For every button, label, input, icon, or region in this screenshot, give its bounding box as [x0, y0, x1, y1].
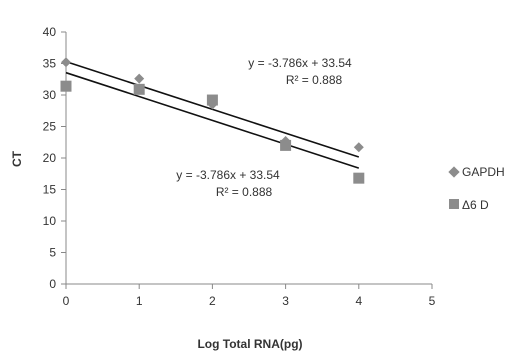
x-tick-label: 3	[282, 294, 289, 308]
data-point-d6d	[280, 139, 292, 151]
x-tick-label: 4	[355, 294, 362, 308]
x-ticks: 0 1 2 3 4 5	[63, 284, 436, 308]
data-point-d6d	[206, 94, 218, 106]
gapdh-equation-label: y = -3.786x + 33.54	[248, 56, 352, 70]
x-tick-label: 1	[136, 294, 143, 308]
y-tick-label: 20	[43, 151, 57, 165]
legend-marker-d6d	[449, 199, 459, 209]
x-tick-label: 2	[209, 294, 216, 308]
y-tick-label: 40	[43, 25, 57, 39]
y-tick-label: 0	[49, 277, 56, 291]
d6d-equation-label: y = -3.786x + 33.54	[176, 168, 280, 182]
x-tick-label: 5	[429, 294, 436, 308]
data-point-gapdh	[61, 57, 71, 68]
y-tick-label: 30	[43, 88, 57, 102]
legend: GAPDH Δ6 D	[448, 165, 505, 212]
y-axis-label: CT	[10, 150, 24, 167]
y-ticks: 0 5 10 15 20 25 30 35 40	[43, 25, 66, 291]
data-point-d6d	[133, 83, 145, 95]
x-axis-label: Log Total RNA(pg)	[197, 337, 302, 351]
gapdh-r2-label: R² = 0.888	[286, 73, 343, 87]
data-point-d6d	[353, 172, 365, 184]
y-tick-label: 5	[49, 246, 56, 260]
legend-label-d6d: Δ6 D	[462, 198, 489, 212]
y-tick-label: 10	[43, 214, 57, 228]
d6d-r2-label: R² = 0.888	[216, 185, 273, 199]
trendline-series-1	[65, 71, 360, 169]
data-point-gapdh	[134, 73, 145, 84]
data-points	[60, 57, 365, 184]
y-tick-label: 35	[43, 57, 57, 71]
legend-label-gapdh: GAPDH	[462, 165, 505, 179]
legend-marker-gapdh	[448, 166, 460, 178]
data-point-d6d	[60, 80, 72, 92]
data-point-gapdh	[353, 142, 364, 153]
y-tick-label: 15	[43, 183, 57, 197]
x-tick-label: 0	[63, 294, 70, 308]
y-tick-label: 25	[43, 120, 57, 134]
